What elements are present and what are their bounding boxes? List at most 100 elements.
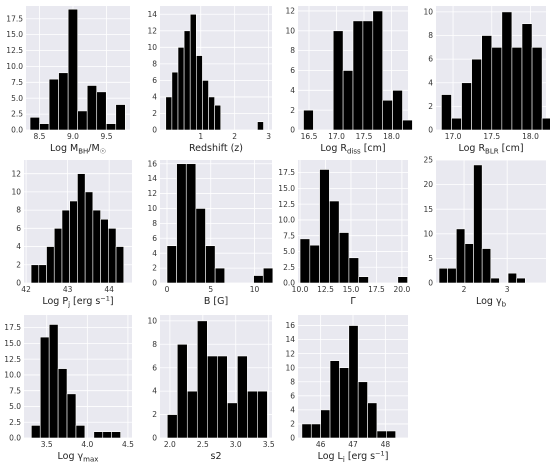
x-tick-label: 10	[250, 285, 260, 294]
histogram-bar	[441, 94, 452, 131]
x-tick-label: 9.5	[101, 132, 113, 141]
histogram-bar	[357, 381, 368, 439]
histogram-bar	[247, 390, 258, 439]
x-axis-label-part: diss	[347, 148, 361, 156]
y-tick-label: 14	[147, 174, 157, 183]
histogram-bar	[299, 238, 311, 284]
histogram-bar	[473, 164, 483, 284]
histogram-bar	[511, 47, 523, 131]
histogram-bar	[69, 200, 78, 284]
histogram-bar	[105, 123, 117, 131]
y-tick-label: 2	[16, 260, 21, 269]
y-tick-label: 8	[152, 59, 157, 68]
x-tick-label: 2	[232, 132, 237, 141]
y-tick-label: 16	[147, 159, 157, 168]
x-axis-label: Γ	[350, 296, 356, 307]
histogram-panel-4: 0 2 4 6 8 10 17.0 17.5 18.0 Log RBLR [cm]	[423, 6, 550, 156]
x-axis-label: s2	[211, 451, 222, 462]
histogram-bar	[516, 277, 526, 284]
histogram-bar	[77, 110, 88, 131]
histogram-bar	[342, 70, 354, 131]
histogram-bar	[171, 71, 179, 131]
y-tick-label: 0	[16, 279, 21, 288]
histogram-bar	[189, 13, 197, 131]
x-tick-label: 1	[198, 132, 203, 141]
x-axis-label-part: Redshift (z)	[189, 143, 243, 154]
x-tick-label: 43	[63, 285, 73, 294]
y-tick-label: 8	[290, 46, 295, 55]
histogram-bar	[358, 276, 369, 284]
y-tick-label: 10	[147, 43, 157, 52]
x-axis-label-part: [cm]	[361, 143, 386, 154]
y-tick-label: 14	[285, 335, 295, 344]
x-tick-label: 48	[381, 440, 391, 449]
histogram-panel-3: 0 2 4 6 8 10 12 16.5 17.0 17.5 18.0 Log Rdiss [cm]	[285, 6, 413, 156]
histogram-bar	[176, 343, 188, 439]
y-tick-label: 8	[428, 31, 433, 40]
y-tick-label: 10	[147, 316, 157, 325]
histogram-bar	[58, 72, 69, 131]
histogram-bar	[93, 431, 104, 439]
y-tick-label: 8	[290, 377, 295, 386]
x-axis-label: Log Lj [erg s−1]	[318, 450, 389, 462]
histogram-bar	[329, 360, 340, 439]
histogram-bar	[96, 91, 107, 131]
histogram-bar	[372, 10, 383, 131]
histogram-bar	[186, 390, 198, 439]
x-tick-label: 3	[266, 132, 271, 141]
histogram-bar	[464, 243, 474, 284]
y-tick-label: 2.5	[283, 263, 295, 272]
x-axis-label-part: −1	[100, 295, 110, 303]
y-tick-label: 2	[290, 420, 295, 429]
x-tick-label: 44	[104, 285, 114, 294]
histogram-bar	[108, 228, 117, 284]
histogram-bar	[329, 200, 340, 284]
histogram-bar	[402, 119, 413, 131]
y-tick-label: 15.0	[278, 184, 295, 193]
histogram-panel-1: 0.0 2.5 5.0 7.5 10.0 12.5 15.0 17.5 8.5 9.0 9.5 Log…	[6, 6, 130, 156]
histogram-bar	[320, 409, 331, 439]
histogram-bar	[348, 325, 359, 439]
x-axis-label-part: b	[502, 301, 507, 309]
y-tick-label: 12	[147, 26, 157, 35]
x-tick-label: 4.5	[122, 440, 134, 449]
histogram-panel-9: 0.0 2.5 5.0 7.5 10.0 12.5 15.0 17.5 3.5 4.0 4.5 Log…	[4, 315, 134, 462]
x-tick-label: 20.0	[394, 285, 411, 294]
histogram-bar	[84, 191, 94, 284]
y-tick-label: 4	[152, 387, 157, 396]
y-tick-label: 6	[290, 391, 295, 400]
y-tick-label: 17.5	[6, 14, 23, 23]
y-tick-label: 5.0	[9, 402, 21, 411]
y-tick-label: 0	[152, 279, 157, 288]
histogram-bar	[451, 117, 462, 131]
x-tick-label: 8.5	[33, 132, 45, 141]
x-tick-label: 2.0	[164, 440, 176, 449]
x-axis-label: Log Pj [erg s−1]	[42, 295, 113, 309]
y-tick-label: 0	[428, 279, 433, 288]
x-axis-label-part: Log R	[320, 143, 347, 154]
x-tick-label: 42	[21, 285, 31, 294]
histogram-bar	[257, 121, 264, 131]
y-tick-label: 12	[11, 169, 21, 178]
x-tick-label: 3.5	[263, 440, 275, 449]
x-tick-label: 3.5	[41, 440, 53, 449]
y-tick-label: 4	[290, 405, 295, 414]
x-tick-label: 5	[208, 285, 213, 294]
x-tick-label: 17.0	[328, 132, 345, 141]
histogram-bar	[214, 104, 222, 131]
y-tick-label: 6	[152, 76, 157, 85]
histogram-bar	[227, 402, 238, 439]
x-axis-label-part: Log P	[42, 296, 68, 307]
histogram-bar	[392, 90, 403, 131]
y-tick-label: 2	[152, 109, 157, 118]
histogram-bar	[185, 163, 197, 284]
y-tick-label: 0.0	[283, 279, 295, 288]
y-tick-label: 6	[16, 224, 21, 233]
y-tick-label: 8	[16, 206, 21, 215]
y-tick-label: 15.0	[6, 30, 23, 39]
x-axis-label-part: s2	[211, 451, 222, 462]
histogram-bar	[208, 96, 215, 131]
